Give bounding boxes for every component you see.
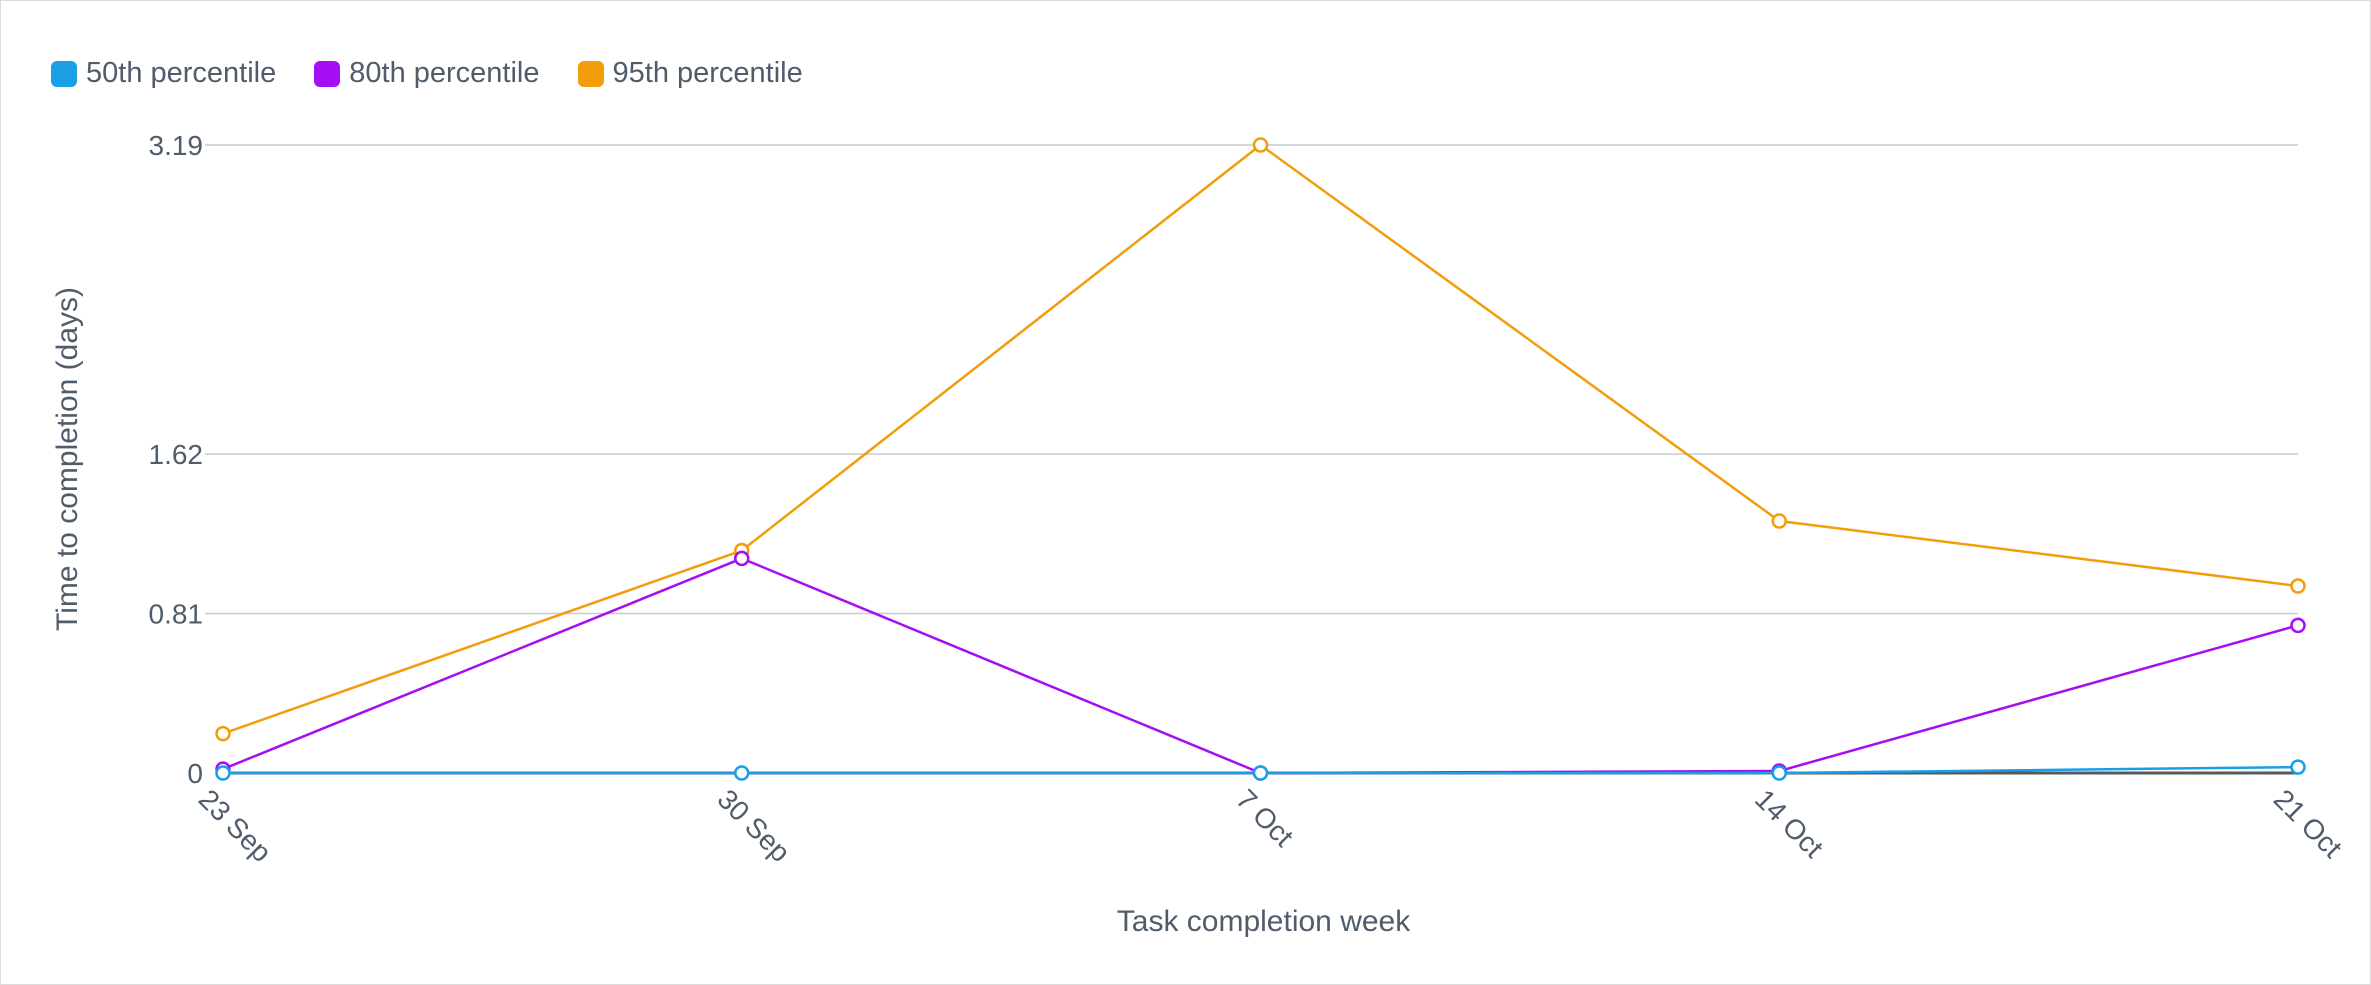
y-axis-title: Time to completion (days) xyxy=(51,287,84,631)
data-point xyxy=(2290,617,2306,634)
data-point xyxy=(1771,765,1787,781)
legend-label-95th: 95th percentile xyxy=(612,57,803,89)
x-tick-label: 7 Oct xyxy=(1230,783,1299,852)
series-line xyxy=(222,143,2299,735)
data-point xyxy=(1771,513,1787,529)
data-point xyxy=(2290,759,2306,775)
y-tick-label: 0 xyxy=(187,758,203,789)
y-tick-label: 3.19 xyxy=(149,130,204,161)
data-point xyxy=(734,765,750,781)
x-tick-label: 14 Oct xyxy=(1749,783,1829,863)
x-tick-label: 30 Sep xyxy=(712,783,797,868)
legend-swatch-95th xyxy=(577,60,604,87)
data-point xyxy=(1252,765,1269,781)
series-line xyxy=(222,557,2299,775)
legend-swatch-50th xyxy=(51,60,77,87)
x-tick-label: 21 Oct xyxy=(2268,783,2348,863)
legend-item-80th[interactable]: 80th percentile xyxy=(314,57,540,90)
legend-item-50th[interactable]: 50th percentile xyxy=(51,57,276,90)
y-tick-label: 1.62 xyxy=(149,439,204,470)
data-point xyxy=(215,765,231,781)
data-point xyxy=(215,725,231,742)
data-point xyxy=(734,550,750,567)
legend-item-95th[interactable]: 95th percentile xyxy=(577,57,803,90)
x-tick-label: 23 Sep xyxy=(193,783,278,868)
legend-swatch-80th xyxy=(314,60,341,87)
legend-label-80th: 80th percentile xyxy=(349,57,540,89)
data-point xyxy=(2290,578,2306,594)
y-tick-label: 0.81 xyxy=(149,599,204,630)
data-point xyxy=(1252,137,1269,153)
legend: 50th percentile 80th percentile 95th per… xyxy=(51,57,803,90)
legend-label-50th: 50th percentile xyxy=(86,57,277,89)
x-axis-title: Task completion week xyxy=(1117,905,1411,938)
